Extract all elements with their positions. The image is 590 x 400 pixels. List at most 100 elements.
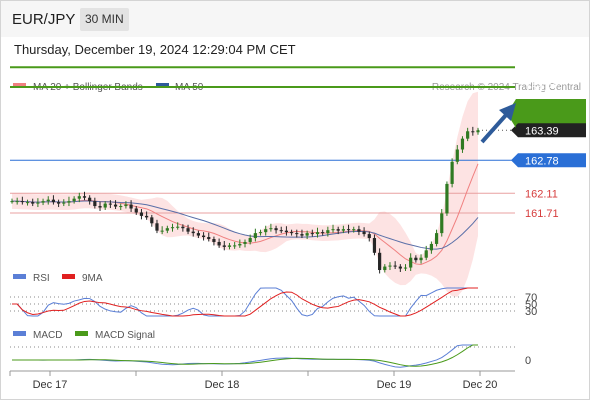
chart-timestamp: Thursday, December 19, 2024 12:29:04 PM …	[14, 42, 296, 57]
legend-swatch-ma50	[156, 83, 169, 88]
x-tick-label: Dec 19	[377, 379, 412, 391]
candle-body	[372, 238, 377, 253]
candle-body	[201, 235, 206, 238]
candle-body	[310, 233, 314, 235]
candle-body	[82, 196, 87, 198]
candle-body	[217, 241, 221, 246]
forecast-arrow-head	[499, 103, 516, 121]
candle-body	[150, 217, 154, 224]
candle-body	[295, 233, 299, 235]
candle-body	[62, 202, 66, 204]
candle-body	[409, 257, 413, 268]
candle-body	[305, 233, 309, 236]
candle-body	[388, 265, 392, 267]
candle-body	[46, 199, 50, 202]
candle-body	[279, 230, 283, 232]
forecast-arrow	[480, 103, 516, 144]
candle-body	[67, 201, 71, 203]
candle-body	[170, 227, 175, 229]
macd-zero-label: 0	[525, 355, 531, 367]
candle-body	[119, 206, 123, 208]
candle-body	[419, 257, 423, 261]
rsi-level-label: 30	[525, 306, 537, 318]
candle-body	[88, 197, 92, 202]
x-tick-label: Dec 20	[463, 379, 498, 391]
candle-body	[429, 243, 433, 251]
candle-body	[290, 232, 294, 234]
candle-body	[326, 230, 330, 234]
candle-body	[181, 226, 185, 229]
rsi-legend: RSI 9MA	[13, 273, 103, 284]
candle-body	[108, 203, 112, 205]
candle-body	[227, 245, 232, 247]
level-tag-text: 163.39	[525, 125, 559, 137]
candle-body	[129, 204, 133, 209]
level-label: 161.71	[525, 208, 559, 220]
candle-body	[25, 202, 30, 204]
candle-body	[367, 234, 371, 239]
candle-body	[460, 138, 465, 150]
candle-body	[455, 149, 459, 162]
level-label: 162.11	[525, 188, 558, 200]
legend-swatch-rsi	[13, 274, 26, 279]
candle-body	[414, 257, 418, 261]
candle-body	[15, 201, 19, 203]
macd-legend: MACD MACD Signal	[13, 330, 155, 341]
candle-body	[300, 234, 304, 236]
candle-body	[471, 131, 475, 133]
candle-body	[36, 202, 40, 204]
candle-body	[341, 229, 345, 231]
rsi-level-label: 70	[525, 292, 537, 304]
candle-body	[20, 201, 24, 203]
level-tag: 164.27	[525, 82, 559, 94]
instrument-title: EUR/JPY	[12, 11, 76, 28]
candle-body	[424, 250, 428, 258]
legend-swatch-macd-signal	[75, 331, 88, 336]
candle-body	[321, 232, 325, 234]
forecast-arrow-shaft	[480, 113, 508, 144]
legend-label-macd-signal: MACD Signal	[95, 330, 155, 341]
chart-header: EUR/JPY 30 MIN	[1, 1, 589, 37]
candle-body	[357, 229, 361, 232]
level-tag-text: 164.67	[525, 62, 559, 74]
candle-body	[41, 201, 45, 203]
x-axis-ticks: Dec 17 Dec 18 Dec 19 Dec 20	[9, 371, 498, 391]
candle-body	[77, 196, 81, 199]
candle-body	[155, 223, 159, 231]
level-tag-text: 164.27	[525, 82, 559, 94]
candle-body	[253, 233, 257, 239]
candle-body	[10, 201, 14, 203]
candle-body	[134, 208, 138, 213]
macd-signal-line	[12, 344, 478, 367]
candle-body	[445, 183, 449, 214]
candle-body	[72, 198, 76, 202]
candle-body	[434, 233, 439, 244]
legend-swatch-9ma	[62, 274, 75, 279]
candle-body	[243, 241, 247, 244]
candle-body	[258, 232, 263, 234]
macd-panel: 0	[10, 344, 531, 368]
candle-body	[176, 226, 180, 228]
candle-body	[196, 233, 200, 236]
interval-badge[interactable]: 30 MIN	[80, 8, 129, 31]
candle-body	[248, 238, 252, 242]
candle-body	[103, 203, 107, 208]
candle-body	[165, 228, 169, 231]
candle-body	[264, 229, 268, 233]
candle-body	[98, 206, 102, 208]
candle-body	[440, 213, 444, 234]
bollinger-bands	[12, 91, 478, 297]
candle-body	[93, 201, 97, 207]
level-tag-bg	[511, 123, 586, 138]
candle-body	[207, 237, 211, 240]
resistance-tag-bg	[516, 99, 586, 128]
candle-body	[476, 130, 480, 133]
level-tag-bg	[511, 153, 586, 168]
candle-body	[113, 204, 118, 207]
candle-body	[139, 212, 144, 216]
candle-body	[378, 252, 382, 271]
level-tag: 163.39	[511, 123, 586, 138]
legend-swatch-ma20	[13, 83, 26, 88]
candle-body	[274, 228, 278, 231]
